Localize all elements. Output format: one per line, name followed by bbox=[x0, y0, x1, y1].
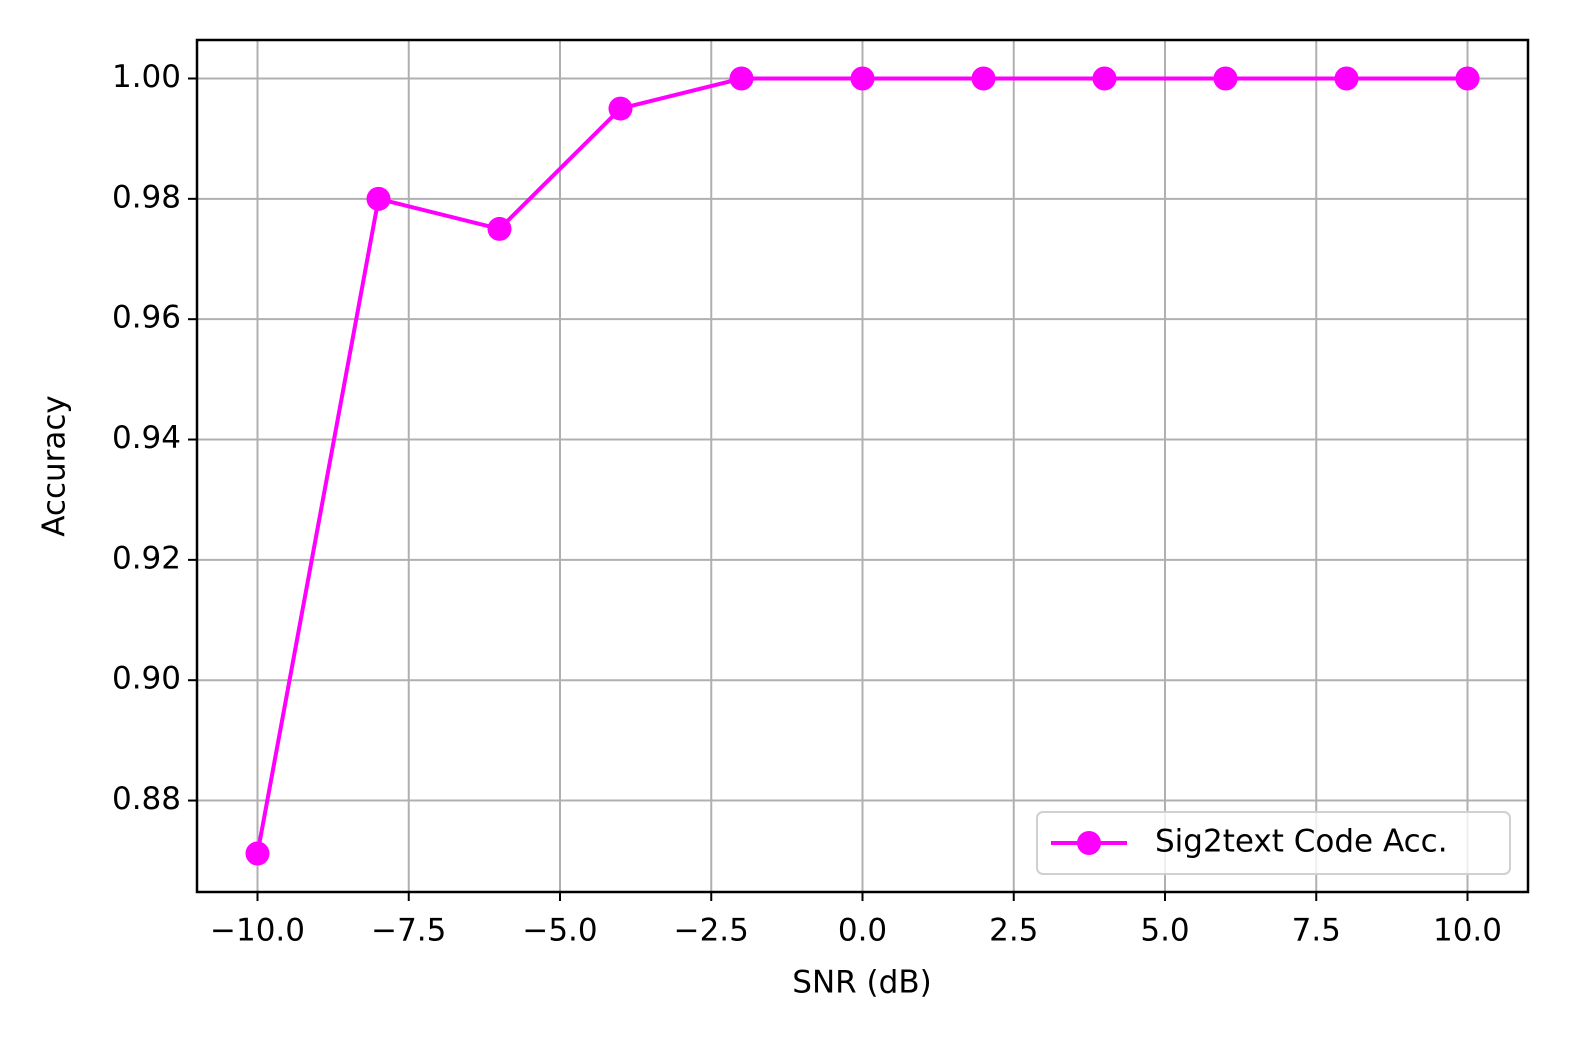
x-tick-label: −10.0 bbox=[210, 913, 305, 949]
plot-frame bbox=[195, 38, 1530, 894]
point bbox=[366, 186, 391, 211]
y-tick-label: 0.92 bbox=[112, 540, 181, 576]
x-axis-label: SNR (dB) bbox=[792, 965, 931, 1001]
x-tick-label: 7.5 bbox=[1292, 913, 1341, 949]
x-tick-label: 0.0 bbox=[838, 913, 887, 949]
point bbox=[487, 216, 512, 241]
y-tick-label: 0.98 bbox=[112, 179, 181, 215]
y-tick-label: 1.00 bbox=[112, 59, 181, 95]
x-tick-label: −5.0 bbox=[522, 913, 597, 949]
point bbox=[971, 66, 996, 91]
y-tick-label: 0.96 bbox=[112, 300, 181, 336]
point bbox=[1455, 66, 1480, 91]
x-tick-label: 10.0 bbox=[1433, 913, 1502, 949]
point bbox=[608, 96, 633, 121]
x-tick-label: −2.5 bbox=[674, 913, 749, 949]
legend-label: Sig2text Code Acc. bbox=[1155, 824, 1448, 860]
legend-box bbox=[1036, 811, 1511, 875]
x-tick-label: −7.5 bbox=[371, 913, 446, 949]
point bbox=[1334, 66, 1359, 91]
point bbox=[1092, 66, 1117, 91]
x-tick-label: 2.5 bbox=[989, 913, 1038, 949]
x-tick-label: 5.0 bbox=[1140, 913, 1189, 949]
point bbox=[245, 841, 270, 866]
legend-marker bbox=[1077, 831, 1101, 855]
point bbox=[1213, 66, 1238, 91]
y-tick-label: 0.90 bbox=[112, 661, 181, 697]
y-tick-label: 0.94 bbox=[112, 420, 181, 456]
y-axis-label: Accuracy bbox=[37, 395, 73, 537]
point bbox=[850, 66, 875, 91]
point bbox=[729, 66, 754, 91]
y-tick-label: 0.88 bbox=[112, 781, 181, 817]
